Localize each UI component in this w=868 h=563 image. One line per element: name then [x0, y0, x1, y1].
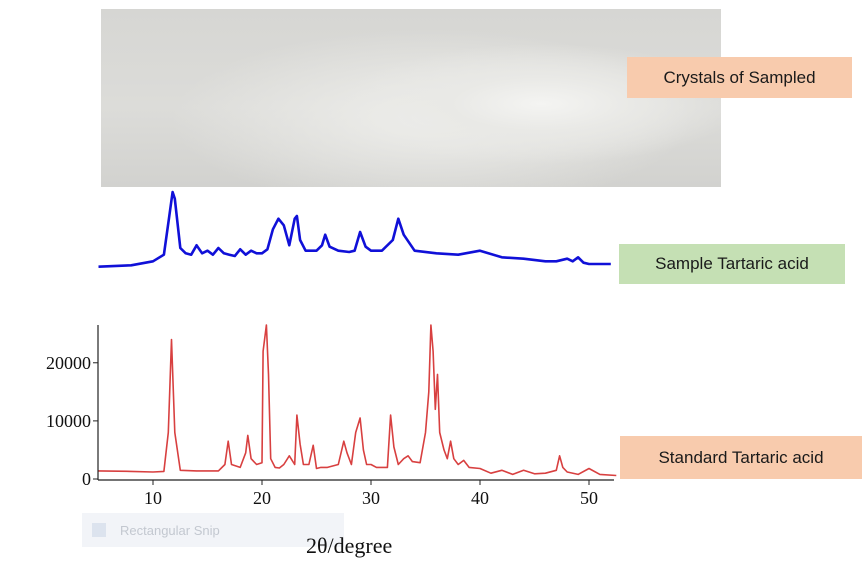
- x-tick-label-30: 30: [362, 488, 380, 508]
- standard-label: Standard Tartaric acid: [620, 436, 862, 479]
- x-tick-label-20: 20: [253, 488, 271, 508]
- x-tick-label-10: 10: [144, 488, 162, 508]
- standard-pattern-line: [98, 324, 617, 477]
- x-axis-label: 2θ/degree: [306, 533, 393, 558]
- x-tick-label-50: 50: [580, 488, 598, 508]
- sample-label: Sample Tartaric acid: [619, 244, 845, 284]
- rectangular-snip-overlay[interactable]: Rectangular Snip: [82, 513, 344, 547]
- crystals-label: Crystals of Sampled: [627, 57, 852, 98]
- y-tick-label-20000: 20000: [46, 353, 91, 373]
- x-tick-label-40: 40: [471, 488, 489, 508]
- snip-label: Rectangular Snip: [120, 522, 220, 538]
- sample-pattern-line: [98, 190, 611, 268]
- snip-icon: [92, 523, 106, 537]
- y-tick-label-0: 0: [82, 469, 91, 489]
- y-tick-label-10000: 10000: [46, 411, 91, 431]
- crystals-photo: [101, 9, 721, 187]
